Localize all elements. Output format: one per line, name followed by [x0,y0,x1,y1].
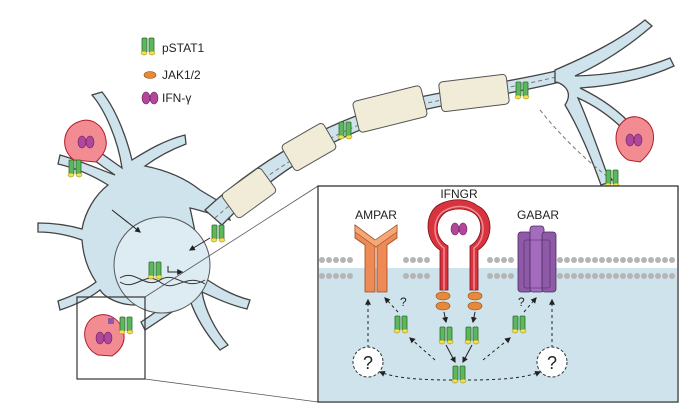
lipid-head [669,257,675,263]
lipid-head [634,273,640,279]
legend: pSTAT1 JAK1/2 IFN-γ [140,37,205,105]
lipid-head [347,257,353,263]
lipid-head [592,273,598,279]
lipid-head [662,273,668,279]
lipid-head [613,273,619,279]
lipid-head [585,273,591,279]
ifngr-icon [427,199,491,311]
lipid-head [627,273,633,279]
membrane [319,257,675,279]
lipid-head [585,257,591,263]
lipid-head [655,273,661,279]
lipid-head [333,257,339,263]
axon [204,69,561,243]
ampar-icon [354,224,398,293]
pstat1-terminal-icon [604,169,620,188]
lipid-head [557,257,563,263]
jak-icon [143,71,157,79]
lipid-head [340,273,346,279]
lipid-head [620,273,626,279]
question-small-right: ? [518,295,525,309]
pstat1-axon-icon-1 [210,224,226,243]
axon-terminal [539,19,675,188]
lipid-head [613,257,619,263]
lipid-head [417,273,423,279]
lipid-head [410,257,416,263]
lipid-head [578,257,584,263]
ifngr-soma-lower-icon [84,314,134,357]
ifngr-label: IFNGR [440,187,478,201]
ifn-gamma-icon [141,91,159,105]
lipid-head [627,257,633,263]
lipid-head [326,273,332,279]
lipid-head [501,273,507,279]
zoom-box [76,296,146,380]
lipid-head [424,273,430,279]
lipid-head [599,257,605,263]
lipid-head [648,257,654,263]
ampar-label: AMPAR [355,208,397,222]
lipid-head [648,273,654,279]
lipid-head [487,257,493,263]
inset-panel: AMPAR IFNGR GABAR [317,185,679,403]
gabar-icon [517,225,557,293]
gabar-label: GABAR [517,208,559,222]
legend-ifng-label: IFN-γ [162,91,191,105]
lipid-head [326,257,332,263]
lipid-head [319,273,325,279]
lipid-head [564,273,570,279]
lipid-head [578,273,584,279]
lipid-head [494,273,500,279]
lipid-head [571,257,577,263]
lipid-head [599,273,605,279]
lipid-head [508,273,514,279]
pstat1-legend-icon [140,37,156,56]
lipid-head [333,273,339,279]
lipid-head [641,273,647,279]
svg-text:?: ? [547,353,557,373]
lipid-head [508,257,514,263]
lipid-head [641,257,647,263]
lipid-head [410,273,416,279]
svg-text:?: ? [363,353,373,373]
lipid-head [669,273,675,279]
lipid-head [634,257,640,263]
question-mark-icon-right: ? [536,346,568,378]
lipid-head [494,257,500,263]
lipid-head [403,257,409,263]
lipid-head [564,257,570,263]
ifngr-terminal-icon [615,116,655,163]
lipid-head [557,273,563,279]
lipid-head [424,257,430,263]
ifngr-soma-upper-icon [64,119,107,178]
lipid-head [347,273,353,279]
legend-pstat1-label: pSTAT1 [162,41,205,55]
lipid-head [571,273,577,279]
lipid-head [606,273,612,279]
lipid-head [319,257,325,263]
lipid-head [403,273,409,279]
lipid-head [662,257,668,263]
legend-jak-label: JAK1/2 [162,68,201,82]
lipid-head [340,257,346,263]
lipid-head [487,273,493,279]
nucleus [113,216,211,314]
lipid-head [417,257,423,263]
lipid-head [620,257,626,263]
lipid-head [501,257,507,263]
lipid-head [655,257,661,263]
question-small-left: ? [400,295,407,309]
lipid-head [606,257,612,263]
lipid-head [592,257,598,263]
question-mark-icon-left: ? [352,346,384,378]
